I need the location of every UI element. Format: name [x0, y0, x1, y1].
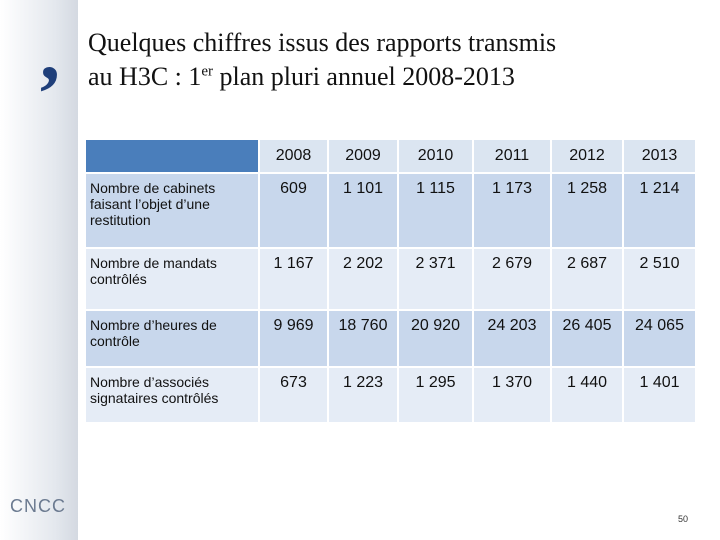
column-header: 2009 — [327, 138, 399, 174]
value-cell: 1 295 — [397, 366, 474, 424]
column-header: 2010 — [397, 138, 474, 174]
value-cell: 26 405 — [550, 309, 624, 368]
table-row: Nombre d’associés signataires contrôlés 6… — [84, 366, 697, 424]
column-header: 2013 — [622, 138, 697, 174]
row-label: Nombre d’associés signataires contrôlés — [84, 366, 260, 424]
row-label: Nombre de mandats contrôlés — [84, 247, 260, 311]
value-cell: 1 115 — [397, 172, 474, 249]
value-cell: 2 679 — [472, 247, 552, 311]
value-cell: 9 969 — [258, 309, 329, 368]
value-cell: 1 223 — [327, 366, 399, 424]
header-row: 2008 2009 2010 2011 2012 2013 — [84, 138, 697, 174]
value-cell: 1 440 — [550, 366, 624, 424]
table-row: Nombre de cabinets faisant l’objet d’une… — [84, 172, 697, 249]
value-cell: 673 — [258, 366, 329, 424]
value-cell: 2 687 — [550, 247, 624, 311]
value-cell: 2 202 — [327, 247, 399, 311]
row-label: Nombre de cabinets faisant l’objet d’une… — [84, 172, 260, 249]
title-line: au H3C : 1er plan pluri annuel 2008-2013 — [88, 62, 515, 92]
value-cell: 1 258 — [550, 172, 624, 249]
value-cell: 24 065 — [622, 309, 697, 368]
value-cell: 609 — [258, 172, 329, 249]
value-cell: 1 167 — [258, 247, 329, 311]
title-part: plan pluri annuel 2008-2013 — [213, 62, 515, 91]
side-strip — [0, 0, 78, 540]
value-cell: 24 203 — [472, 309, 552, 368]
value-cell: 18 760 — [327, 309, 399, 368]
column-header: 2008 — [258, 138, 329, 174]
value-cell: 1 370 — [472, 366, 552, 424]
row-label: Nombre d’heures de contrôle — [84, 309, 260, 368]
value-cell: 2 510 — [622, 247, 697, 311]
logo: CNCC — [10, 496, 66, 516]
value-cell: 1 101 — [327, 172, 399, 249]
table-row: Nombre de mandats contrôlés 1 167 2 202 2 3… — [84, 247, 697, 311]
title-sup: er — [201, 63, 214, 80]
value-cell: 1 401 — [622, 366, 697, 424]
header-cell — [84, 138, 260, 174]
data-table: 2008 2009 2010 2011 2012 2013 Nombre de cabine… — [84, 138, 697, 424]
page-number: 50 — [678, 514, 689, 524]
title-line: Quelques chiffres issus des rapports tra… — [88, 28, 557, 57]
value-cell: 2 371 — [397, 247, 474, 311]
value-cell: 1 173 — [472, 172, 552, 249]
column-header: 2011 — [472, 138, 552, 174]
value-cell: 20 920 — [397, 309, 474, 368]
quote-mark: , — [40, 9, 60, 97]
title-part: au H3C : 1 — [88, 62, 202, 91]
column-header: 2012 — [550, 138, 624, 174]
value-cell: 1 214 — [622, 172, 697, 249]
table-row: Nombre d’heures de contrôle 9 969 18 760 20… — [84, 309, 697, 368]
